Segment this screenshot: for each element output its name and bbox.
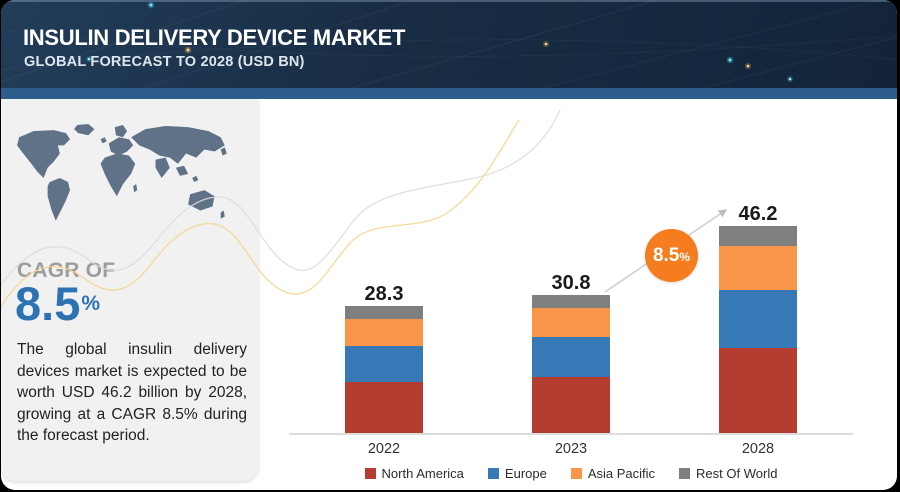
x-axis-label: 2028 xyxy=(741,441,775,457)
page-subtitle: GLOBAL FORECAST TO 2028 (USD BN) xyxy=(24,54,305,70)
bar-segment-asia-pacific xyxy=(532,308,610,338)
network-decoration xyxy=(1,0,897,99)
legend-label: North America xyxy=(381,466,464,481)
bar-segment-north-america xyxy=(345,381,423,433)
bar-segment-rest-of-world xyxy=(345,306,423,320)
bar-segment-asia-pacific xyxy=(345,319,423,347)
bar-segment-rest-of-world xyxy=(532,295,610,309)
header: INSULIN DELIVERY DEVICE MARKET GLOBAL FO… xyxy=(1,0,897,99)
x-axis-label: 2023 xyxy=(554,441,588,457)
bar-segment-europe xyxy=(532,337,610,378)
bar-segment-north-america xyxy=(719,348,797,433)
legend-item-europe: Europe xyxy=(487,466,547,481)
bar-segment-europe xyxy=(719,289,797,349)
legend-label: Asia Pacific xyxy=(587,466,656,481)
legend-item-asia-pacific: Asia Pacific xyxy=(570,466,656,481)
legend-swatch xyxy=(679,468,691,479)
header-accent-band xyxy=(1,88,897,99)
bar-total-label: 28.3 xyxy=(364,283,404,306)
badge-percent-sign: % xyxy=(679,249,691,264)
bar-segment-rest-of-world xyxy=(719,226,797,246)
legend-item-north-america: North America xyxy=(364,466,464,481)
x-axis-line xyxy=(289,433,853,435)
bar-segment-north-america xyxy=(532,377,610,433)
summary-panel: CAGR OF 8.5% The global insulin delivery… xyxy=(1,99,259,481)
legend-swatch xyxy=(487,468,499,479)
bar-segment-asia-pacific xyxy=(719,245,797,290)
cagr-badge: 8.5% xyxy=(645,229,698,282)
x-axis-label: 2022 xyxy=(367,441,401,457)
badge-number: 8.5 xyxy=(652,244,680,266)
cagr-number: 8.5 xyxy=(15,277,81,330)
bar-segment-europe xyxy=(345,346,423,382)
page-title: INSULIN DELIVERY DEVICE MARKET xyxy=(23,25,406,50)
world-map-icon xyxy=(13,123,237,237)
summary-text: The global insulin delivery devices mark… xyxy=(17,341,247,444)
legend-item-rest-of-world: Rest Of World xyxy=(679,466,777,481)
cagr-percent-sign: % xyxy=(81,292,101,315)
bar-total-label: 46.2 xyxy=(738,203,778,226)
legend-label: Rest Of World xyxy=(696,466,778,481)
legend-swatch xyxy=(570,468,582,479)
bar-total-label: 30.8 xyxy=(551,272,591,295)
legend-label: Europe xyxy=(504,466,547,481)
legend-swatch xyxy=(364,468,376,479)
chart-legend: North America Europe Asia Pacific Rest Of W… xyxy=(289,466,853,481)
cagr-value: 8.5% xyxy=(15,280,101,327)
